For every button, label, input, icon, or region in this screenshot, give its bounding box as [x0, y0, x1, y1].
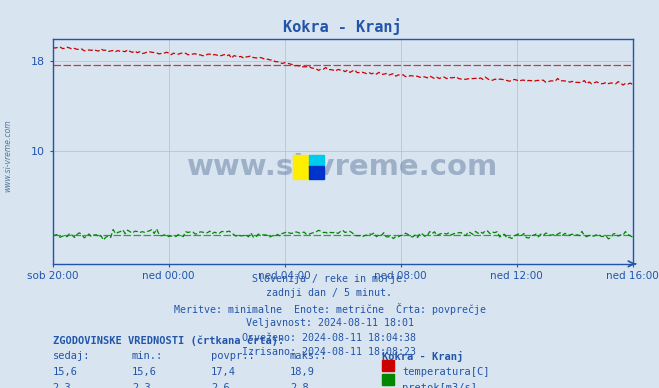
Text: 2,6: 2,6	[211, 383, 229, 388]
Text: sedaj:: sedaj:	[53, 351, 90, 361]
Text: www.si-vreme.com: www.si-vreme.com	[3, 119, 13, 192]
Text: Veljavnost: 2024-08-11 18:01: Veljavnost: 2024-08-11 18:01	[246, 318, 413, 328]
Text: 18,9: 18,9	[290, 367, 315, 377]
Text: Osveženo: 2024-08-11 18:04:38: Osveženo: 2024-08-11 18:04:38	[243, 333, 416, 343]
Text: povpr.:: povpr.:	[211, 351, 254, 361]
Text: Meritve: minimalne  Enote: metrične  Črta: povprečje: Meritve: minimalne Enote: metrične Črta:…	[173, 303, 486, 315]
Text: 15,6: 15,6	[132, 367, 157, 377]
Text: 15,6: 15,6	[53, 367, 78, 377]
Text: 2,3: 2,3	[53, 383, 71, 388]
Text: 2,8: 2,8	[290, 383, 308, 388]
Text: Kokra - Kranj: Kokra - Kranj	[382, 351, 463, 362]
Text: ZGODOVINSKE VREDNOSTI (črtkana črta):: ZGODOVINSKE VREDNOSTI (črtkana črta):	[53, 336, 284, 346]
Text: Slovenija / reke in morje.: Slovenija / reke in morje.	[252, 274, 407, 284]
Bar	[309, 155, 324, 168]
Text: maks.:: maks.:	[290, 351, 328, 361]
Title: Kokra - Kranj: Kokra - Kranj	[283, 18, 402, 35]
Bar	[293, 155, 309, 179]
Text: Izrisano: 2024-08-11 18:08:23: Izrisano: 2024-08-11 18:08:23	[243, 347, 416, 357]
Text: 2,3: 2,3	[132, 383, 150, 388]
Text: zadnji dan / 5 minut.: zadnji dan / 5 minut.	[266, 288, 393, 298]
Text: 17,4: 17,4	[211, 367, 236, 377]
Bar	[309, 166, 324, 179]
Text: min.:: min.:	[132, 351, 163, 361]
Text: www.si-vreme.com: www.si-vreme.com	[187, 153, 498, 181]
Text: temperatura[C]: temperatura[C]	[402, 367, 490, 377]
Text: pretok[m3/s]: pretok[m3/s]	[402, 383, 477, 388]
